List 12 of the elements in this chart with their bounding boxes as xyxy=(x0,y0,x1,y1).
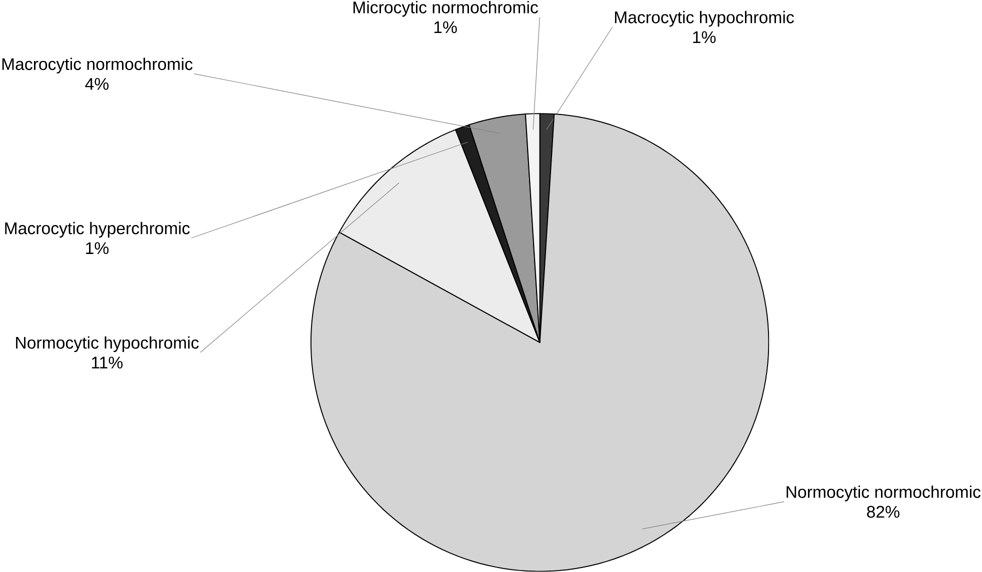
data-label: 1% xyxy=(693,31,716,44)
slice-label: Normocytic normochromic xyxy=(786,486,981,502)
data-label: 1% xyxy=(86,242,109,254)
slice-label: Macrocytic normochromic xyxy=(2,58,192,74)
data-label: 11% xyxy=(92,356,123,369)
data-label: 1% xyxy=(434,21,457,34)
slice-label: Normocytic hypochromic xyxy=(16,336,199,352)
data-label: 4% xyxy=(85,78,109,90)
data-label: 82% xyxy=(867,506,900,518)
slice-label: Macrocytic hypochromic xyxy=(615,11,794,27)
slice-label: Macrocytic hyperchromic xyxy=(5,222,190,238)
slice-label: Microcytic normochromic xyxy=(353,1,538,17)
